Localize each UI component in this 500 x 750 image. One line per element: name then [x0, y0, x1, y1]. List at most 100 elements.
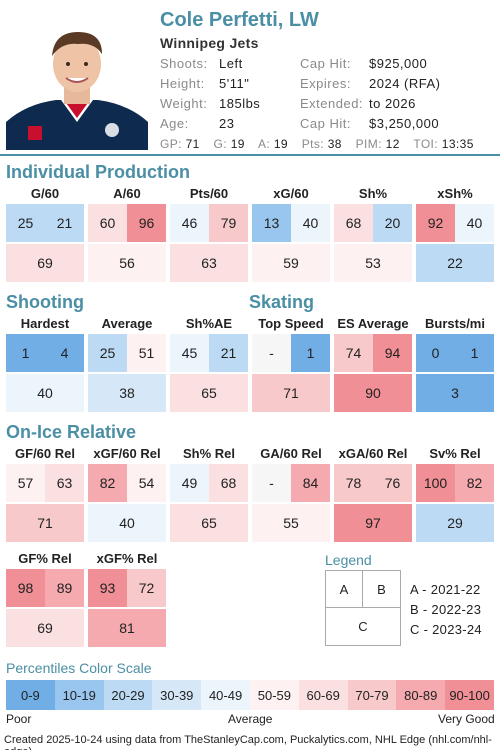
player-name: Cole Perfetti, LW [160, 9, 319, 31]
team-name: Winnipeg Jets [160, 35, 259, 51]
pts-label: Pts: [301, 137, 324, 151]
gfpct-title: GF% Rel [18, 551, 72, 566]
xgfpct-value-b: 72 [127, 569, 166, 607]
esavg-cell: 74 94 90 [334, 334, 412, 412]
section-skating: Skating [249, 292, 315, 312]
xshpct-title: xSh% [437, 186, 473, 201]
xgfpct-value-a: 93 [88, 569, 127, 607]
gfpct-value-a: 98 [6, 569, 45, 607]
pts60-value-a: 46 [170, 204, 209, 242]
xgf60-value-a: 82 [88, 464, 127, 502]
xshpct-value-c: 22 [416, 244, 494, 282]
g-label: G: [213, 137, 227, 151]
pim-value: 12 [385, 137, 400, 151]
ga60-value-b: 84 [291, 464, 330, 502]
season-totals: GP: 71 G: 19 A: 19 Pts: 38 PIM: 12 TOI: … [160, 137, 484, 151]
a60-value-c: 56 [88, 244, 166, 282]
bursts-value-a: 0 [416, 334, 455, 372]
legend-cell-a: A [326, 571, 363, 608]
xgfpct-value-c: 81 [88, 609, 166, 647]
caphit2-value: $3,250,000 [369, 116, 440, 131]
a60-title: A/60 [113, 186, 141, 201]
svrel-value-b: 82 [455, 464, 494, 502]
g60-value-a: 25 [6, 204, 45, 242]
g60-title: G/60 [30, 186, 60, 201]
shae-value-c: 65 [170, 374, 248, 412]
scale-title: Percentiles Color Scale [6, 660, 152, 676]
scale-bin: 70-79 [347, 680, 397, 710]
a-value: 19 [273, 137, 288, 151]
shrel-value-b: 68 [209, 464, 248, 502]
gp-label: GP: [160, 137, 182, 151]
height-label: Height: [160, 76, 205, 91]
caphit2-label: Cap Hit: [300, 116, 351, 131]
player-photo [6, 22, 148, 150]
svrel-value-c: 29 [416, 504, 494, 542]
average-title: Average [101, 316, 153, 331]
scale-bin: 0-9 [6, 680, 55, 710]
scale-bin: 40-49 [201, 680, 250, 710]
xga60-title: xGA/60 Rel [338, 446, 408, 461]
pts60-title: Pts/60 [189, 186, 229, 201]
xga60-value-c: 97 [334, 504, 412, 542]
shrel-value-c: 65 [170, 504, 248, 542]
legend-cell-b: B [363, 571, 400, 608]
caphit-value: $925,000 [369, 56, 428, 71]
gp-value: 71 [185, 137, 200, 151]
scale-bin: 10-19 [54, 680, 104, 710]
scale-bin: 50-59 [249, 680, 299, 710]
pim-label: PIM: [355, 137, 382, 151]
toi-label: TOI: [413, 137, 439, 151]
legend-cell-c: C [358, 619, 368, 634]
a60-value-b: 96 [127, 204, 166, 242]
shrel-cell: 49 68 65 [170, 464, 248, 542]
pts60-value-c: 63 [170, 244, 248, 282]
pts60-cell: 46 79 63 [170, 204, 248, 282]
section-shooting: Shooting [6, 292, 84, 312]
hardest-value-c: 40 [6, 374, 84, 412]
gf60-title: GF/60 Rel [15, 446, 75, 461]
shae-cell: 45 21 65 [170, 334, 248, 412]
scale-bin: 80-89 [396, 680, 446, 710]
g60-value-c: 69 [6, 244, 84, 282]
hardest-value-b: 4 [45, 334, 84, 372]
gfpct-value-b: 89 [45, 569, 84, 607]
scale-bin: 30-39 [152, 680, 202, 710]
g60-value-b: 21 [45, 204, 84, 242]
a60-value-a: 60 [88, 204, 127, 242]
shpct-cell: 68 20 53 [334, 204, 412, 282]
scale-very-good-label: Very Good [438, 712, 495, 726]
gf60-value-a: 57 [6, 464, 45, 502]
topspeed-value-c: 71 [252, 374, 330, 412]
percentile-color-scale: 0-9 10-19 20-29 30-39 40-49 50-59 60-69 70-79 80… [6, 680, 494, 710]
section-on-ice-relative: On-Ice Relative [6, 422, 137, 442]
legend-a-text: A - 2021-22 [410, 582, 481, 597]
shrel-value-a: 49 [170, 464, 209, 502]
weight-label: Weight: [160, 96, 208, 111]
g-value: 19 [230, 137, 245, 151]
a-label: A: [257, 137, 271, 151]
xg60-cell: 13 40 59 [252, 204, 330, 282]
average-value-b: 51 [127, 334, 166, 372]
shae-title: Sh%AE [185, 316, 233, 331]
extended-label: Extended: [300, 96, 364, 111]
average-value-c: 38 [88, 374, 166, 412]
shpct-value-c: 53 [334, 244, 412, 282]
weight-value: 185lbs [219, 96, 261, 111]
hardest-title: Hardest [20, 316, 70, 331]
scale-average-label: Average [228, 712, 273, 726]
divider [0, 154, 500, 156]
shrel-title: Sh% Rel [182, 446, 235, 461]
svrel-value-a: 100 [416, 464, 455, 502]
gfpct-cell: 98 89 69 [6, 569, 84, 647]
shpct-value-b: 20 [373, 204, 412, 242]
esavg-value-b: 94 [373, 334, 412, 372]
legend-box: A B C [325, 570, 401, 646]
shoots-label: Shoots: [160, 56, 208, 71]
toi-value: 13:35 [441, 137, 474, 151]
xga60-cell: 78 76 97 [334, 464, 412, 542]
bursts-value-b: 1 [455, 334, 494, 372]
legend-b-text: B - 2022-23 [410, 602, 482, 617]
xshpct-cell: 92 40 22 [416, 204, 494, 282]
